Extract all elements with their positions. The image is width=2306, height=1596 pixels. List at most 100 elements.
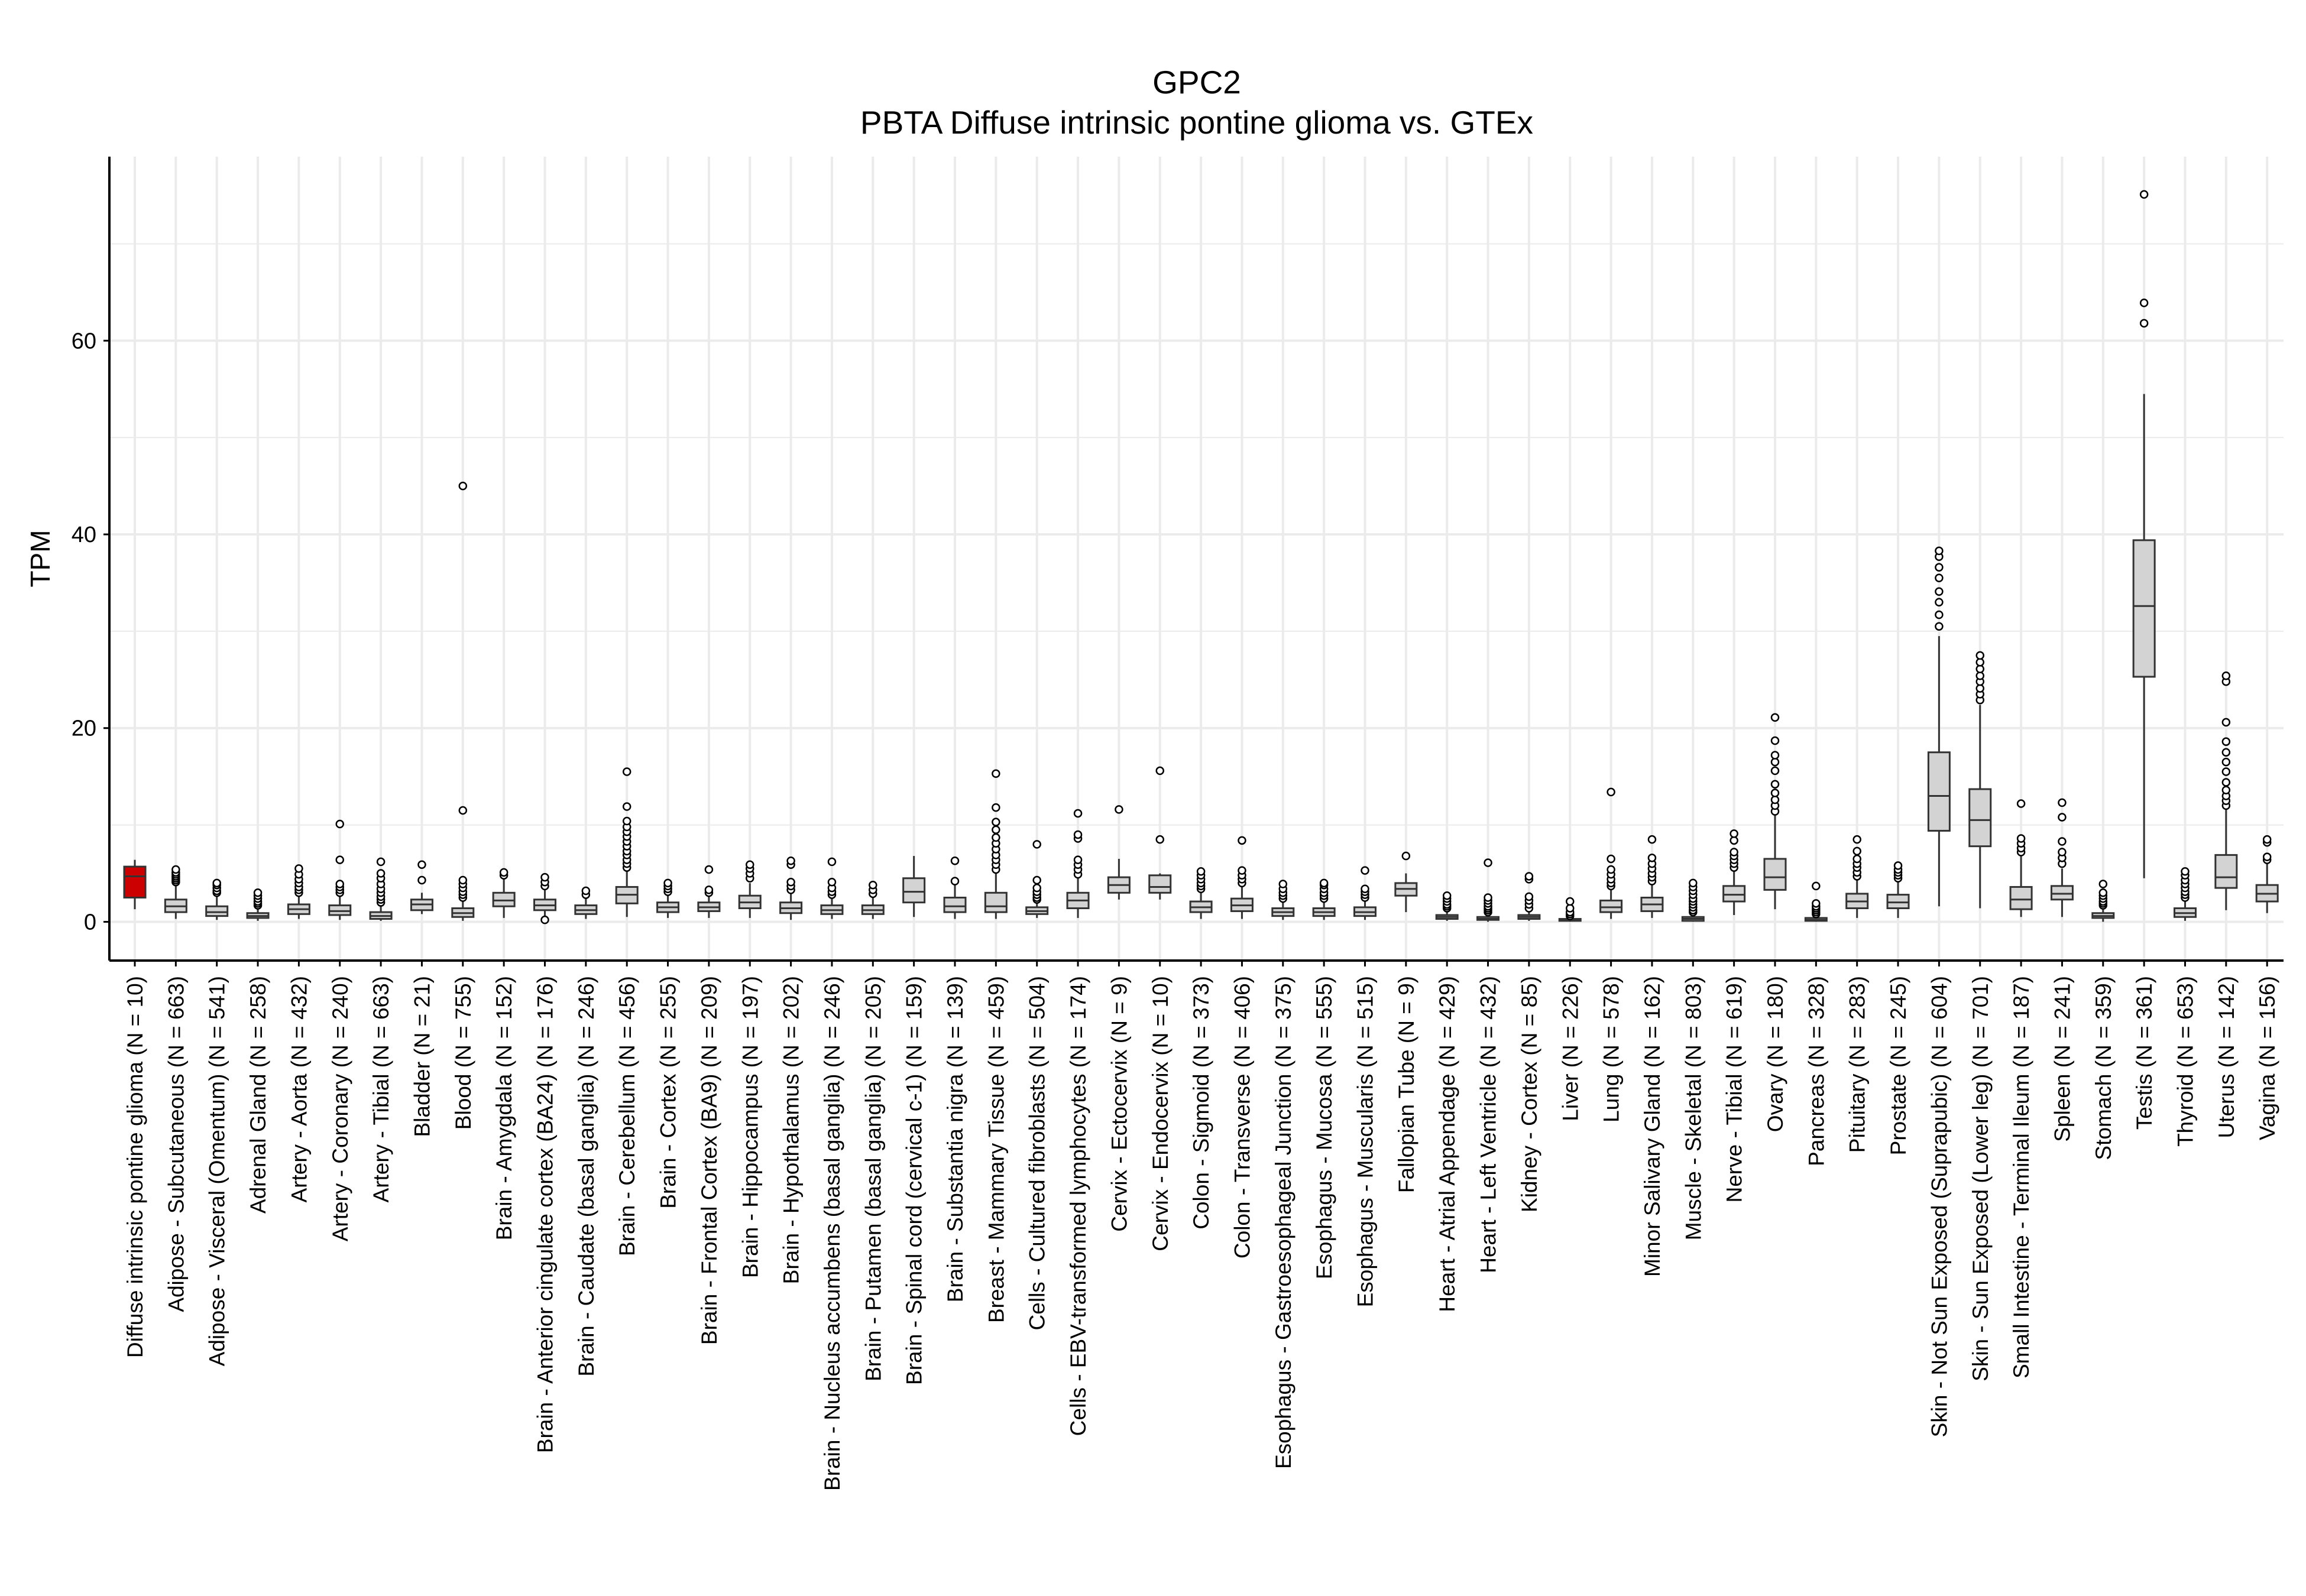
outlier-point [622, 767, 631, 776]
outlier-point [1730, 848, 1738, 857]
box-group [1804, 881, 1828, 922]
x-category-label: Adipose - Visceral (Omentum) (N = 541) [205, 976, 229, 1366]
box-iqr [1599, 899, 1623, 913]
outlier-point [1607, 865, 1615, 874]
outlier-point [827, 878, 837, 887]
outlier-point [2016, 834, 2026, 843]
outlier-point [2058, 837, 2067, 846]
outlier-point [1073, 855, 1083, 864]
box-group [1107, 805, 1131, 900]
box-group [1271, 880, 1295, 920]
x-category-label: Ovary (N = 180) [1763, 976, 1787, 1132]
x-category-label: Kidney - Cortex (N = 85) [1517, 976, 1541, 1212]
outlier-point [335, 855, 344, 864]
outlier-point [1975, 684, 1984, 693]
outlier-point [1524, 892, 1534, 901]
box-group [1435, 891, 1459, 921]
outlier-point [1032, 875, 1041, 885]
box-iqr [2009, 885, 2033, 910]
outlier-point [1484, 893, 1492, 902]
box-group [2009, 799, 2033, 917]
outlier-point [2262, 852, 2272, 861]
box-group [1230, 836, 1254, 919]
outlier-point [253, 888, 263, 897]
box-group [287, 864, 310, 919]
outlier-point [1975, 664, 1984, 674]
outlier-point [335, 880, 344, 888]
outlier-point [335, 819, 344, 829]
outlier-point [2098, 880, 2108, 888]
box-group [533, 872, 556, 924]
outlier-point [2221, 757, 2231, 767]
outlier-point [2139, 190, 2149, 199]
box-group [1312, 878, 1336, 920]
outlier-point [1935, 573, 1944, 583]
outlier-point [1975, 651, 1984, 660]
outlier-point [1852, 835, 1861, 844]
outlier-point [992, 818, 1000, 826]
outlier-point [458, 806, 468, 815]
box-group [1476, 858, 1500, 922]
x-category-label: Blood (N = 755) [451, 976, 475, 1130]
box-group [246, 888, 270, 921]
outlier-point [992, 833, 1000, 842]
outlier-point [1278, 880, 1288, 888]
outlier-point [1524, 872, 1534, 881]
outlier-point [1812, 899, 1821, 908]
box-group [1845, 835, 1869, 918]
outlier-point [2221, 748, 2231, 757]
box-group [1640, 835, 1664, 918]
box-group [1722, 829, 1746, 915]
box-group [1353, 866, 1377, 920]
outlier-point [1935, 546, 1944, 556]
box-group [2174, 867, 2197, 921]
box-group [451, 481, 475, 921]
box-iqr [1763, 858, 1787, 891]
y-tick-label: 60 [72, 329, 96, 353]
box-group [2091, 880, 2115, 922]
outlier-point [1770, 713, 1780, 722]
x-category-label: Lung (N = 578) [1599, 976, 1624, 1123]
y-tick-labels: 0 20 40 60 [72, 329, 109, 935]
box-group [369, 857, 393, 921]
box-group [328, 819, 352, 920]
outlier-point [1689, 878, 1698, 888]
box-group [1148, 766, 1172, 900]
outlier-point [992, 769, 1000, 778]
box-group [2132, 190, 2156, 878]
x-category-label: Brain - Hippocampus (N = 197) [738, 976, 762, 1278]
box-group [1968, 651, 1992, 909]
x-category-label: Cervix - Endocervix (N = 10) [1148, 976, 1173, 1251]
outlier-point [704, 885, 714, 894]
outlier-point [458, 875, 468, 885]
x-category-label: Testis (N = 361) [2132, 976, 2156, 1130]
x-category-label: Artery - Coronary (N = 240) [328, 976, 352, 1241]
outlier-point [1935, 587, 1944, 596]
box-iqr [1148, 874, 1172, 894]
outlier-point [2058, 848, 2067, 857]
outlier-point [1770, 795, 1780, 805]
x-category-label: Diffuse intrinsic pontine glioma (N = 10… [123, 976, 147, 1358]
box-group [615, 767, 639, 917]
x-category-label: Artery - Aorta (N = 432) [287, 976, 311, 1203]
box-group [205, 878, 229, 920]
outlier-point [704, 865, 714, 874]
outlier-point [2016, 799, 2026, 808]
outlier-point [2221, 778, 2231, 787]
outlier-point [1770, 751, 1780, 760]
outlier-point [1196, 867, 1206, 876]
x-category-label: Cervix - Ectocervix (N = 9) [1107, 976, 1131, 1232]
x-category-label: Small Intestine - Terminal Ileum (N = 18… [2009, 976, 2033, 1378]
box-group [1681, 878, 1705, 922]
box-iqr [1927, 751, 1951, 832]
box-group [164, 865, 187, 919]
box-group [902, 856, 926, 917]
outlier-point [786, 856, 795, 865]
y-tick-label: 20 [72, 716, 96, 741]
outlier-point [950, 856, 960, 865]
outlier-point [1812, 881, 1821, 891]
x-category-label: Esophagus - Gastroesophageal Junction (N… [1271, 976, 1295, 1469]
box-layer [123, 190, 2279, 924]
outlier-point [1647, 854, 1657, 862]
